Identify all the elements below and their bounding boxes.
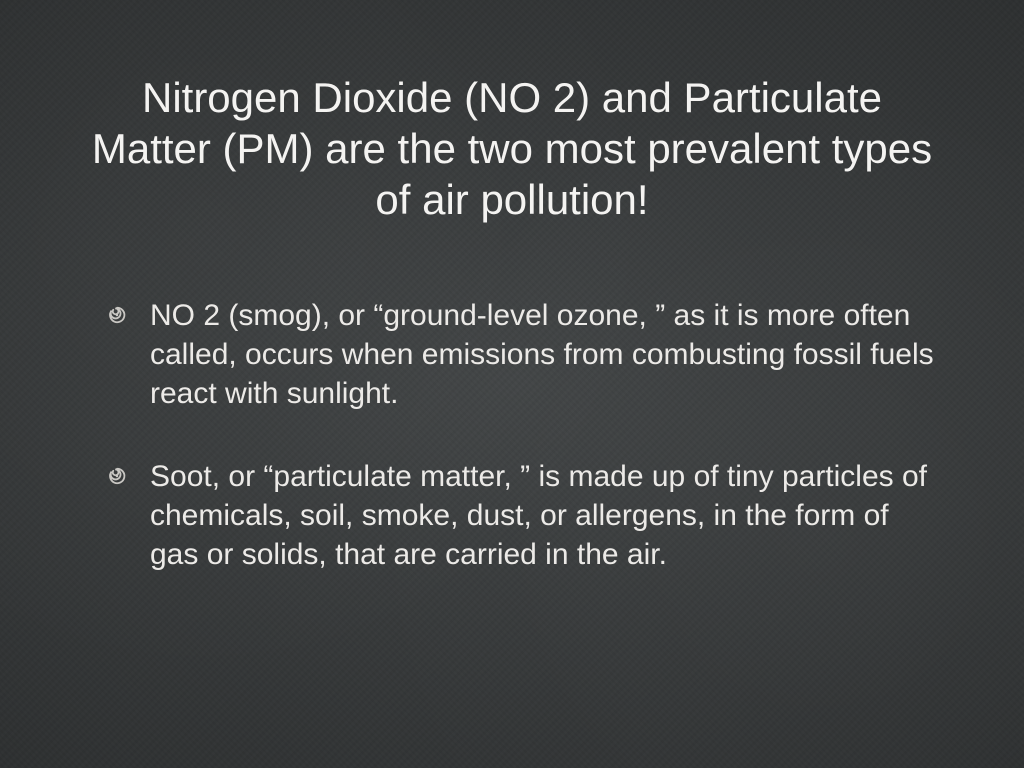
list-item: Soot, or “particulate matter, ” is made … [108,457,944,574]
slide-title: Nitrogen Dioxide (NO 2) and Particulate … [80,72,944,226]
swirl-bullet-icon [108,467,126,485]
slide: Nitrogen Dioxide (NO 2) and Particulate … [0,0,1024,768]
bullet-list: NO 2 (smog), or “ground-level ozone, ” a… [108,296,944,574]
list-item: NO 2 (smog), or “ground-level ozone, ” a… [108,296,944,413]
swirl-bullet-icon [108,306,126,324]
bullet-text: Soot, or “particulate matter, ” is made … [150,460,927,571]
bullet-text: NO 2 (smog), or “ground-level ozone, ” a… [150,299,934,410]
